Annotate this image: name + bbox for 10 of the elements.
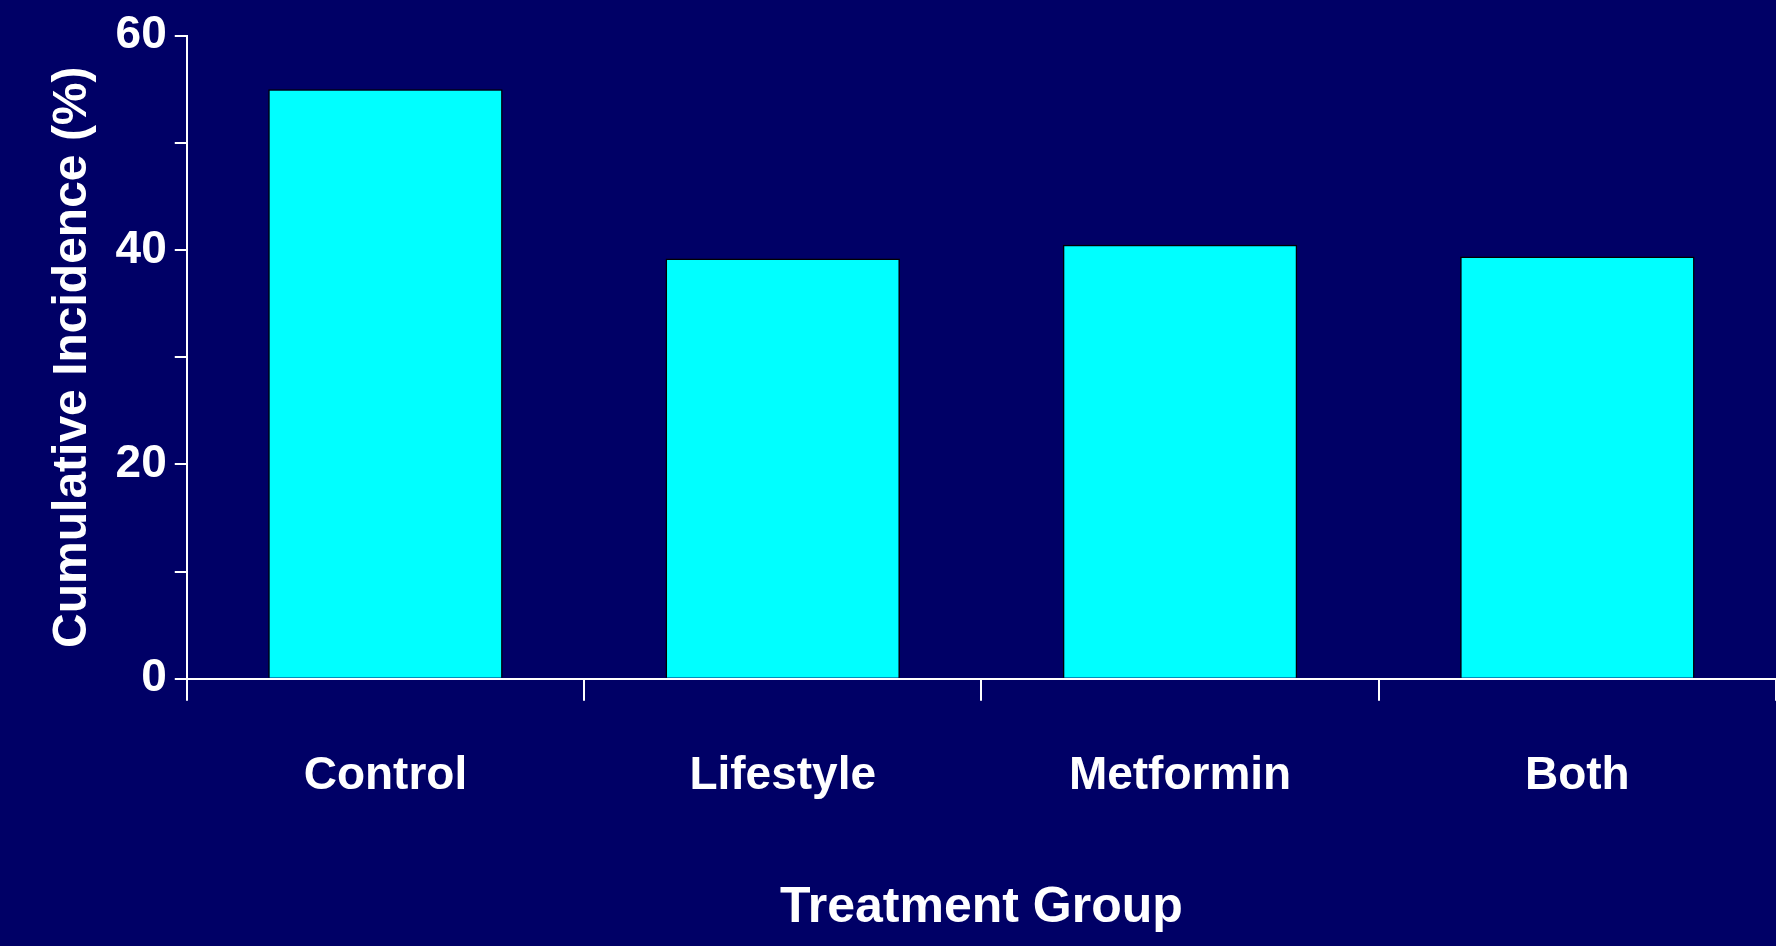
x-tick-label: Lifestyle	[689, 747, 877, 800]
y-tick-label: 0	[141, 649, 167, 702]
x-tick-label: Control	[303, 747, 468, 800]
x-axis-title: Treatment Group	[779, 876, 1183, 933]
y-tick-label: 40	[115, 220, 167, 273]
x-tick-label: Metformin	[1068, 747, 1292, 800]
y-tick-label: 60	[115, 6, 167, 59]
x-tick-label: Both	[1524, 747, 1630, 800]
y-tick-label: 20	[115, 435, 167, 488]
y-axis-title: Cumulative Incidence (%)	[43, 66, 97, 648]
